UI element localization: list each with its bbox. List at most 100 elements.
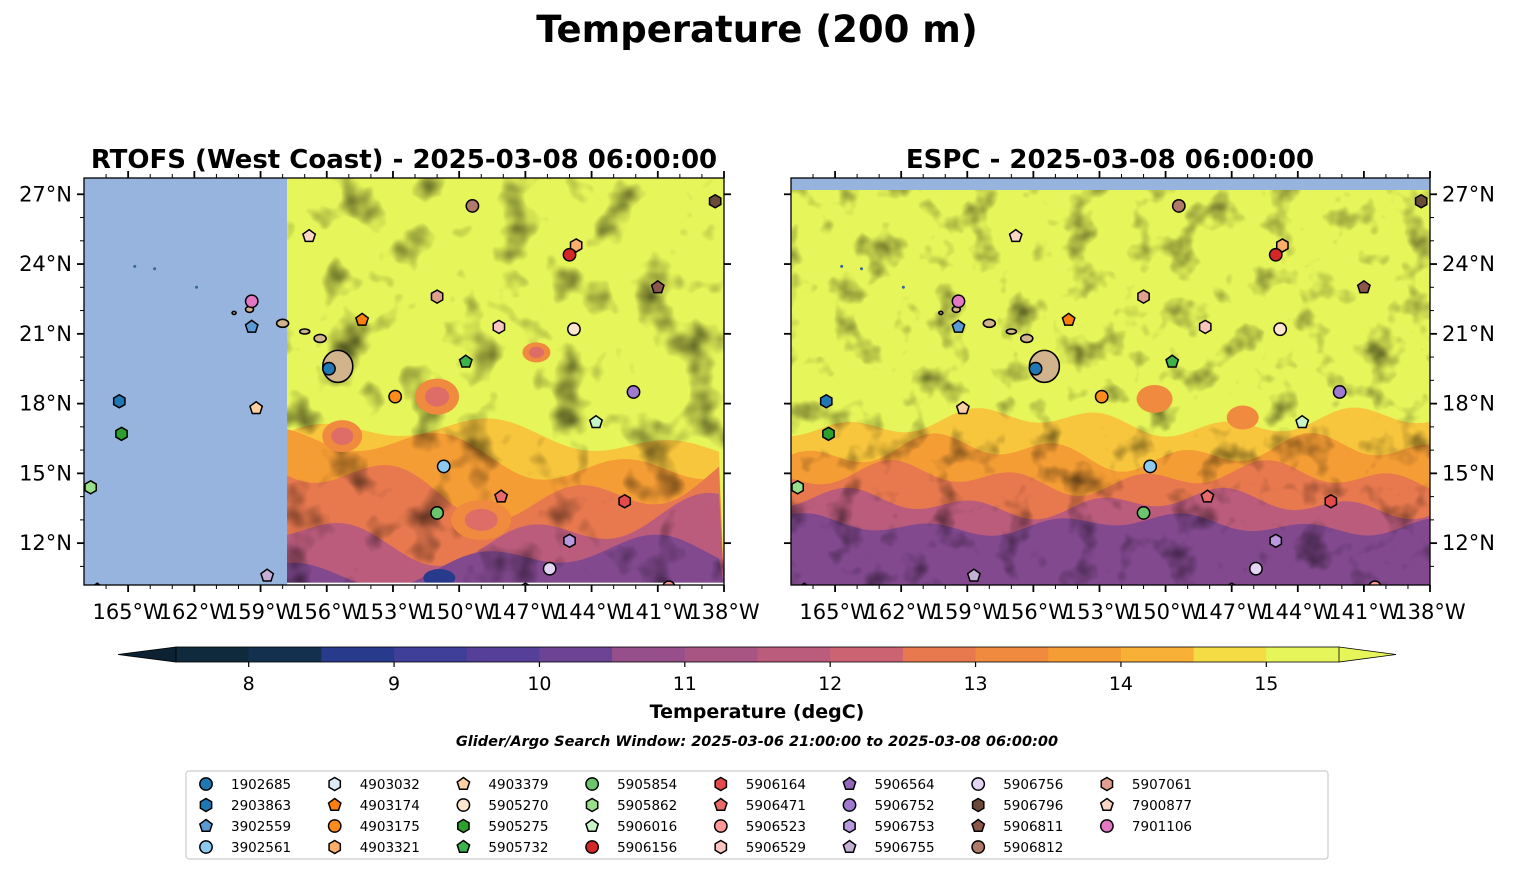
float-5905854-marker [430, 505, 445, 520]
maui-island [313, 333, 327, 344]
y-tick-label: 15°N [1442, 461, 1495, 485]
legend-marker-5906756 [971, 777, 986, 791]
legend-label: 3902559 [231, 819, 291, 835]
float-5906471-marker [1200, 489, 1215, 503]
x-tick-label: 153°W [357, 600, 429, 624]
legend-label: 4903175 [360, 819, 420, 835]
right-axes: 165°W162°W159°W156°W153°W150°W147°W144°W… [784, 171, 1495, 624]
colorbar-bin [1266, 647, 1340, 662]
legend-marker-5905275 [457, 818, 470, 834]
float-5906753-marker [1269, 533, 1283, 549]
colorbar-bin [466, 647, 541, 662]
float-4903321-marker [569, 238, 583, 253]
legend-label: 7900877 [1132, 798, 1192, 814]
float-5906523-marker [1368, 580, 1382, 585]
colorbar-bin [975, 647, 1049, 662]
float-5906016-marker [1295, 414, 1310, 429]
y-tick-label: 27°N [1442, 182, 1495, 206]
legend-label: 5906471 [746, 798, 806, 814]
float-2903863-marker [112, 393, 126, 409]
colorbar-bin [902, 647, 977, 662]
legend-label: 5906812 [1003, 840, 1063, 856]
islet-3 [195, 285, 199, 289]
legend-label: 5905270 [488, 798, 548, 814]
islet-1 [840, 264, 844, 268]
right-panel-title: ESPC - 2025-03-08 06:00:00 [906, 145, 1314, 175]
y-tick-label: 18°N [1442, 392, 1495, 416]
legend-marker-1902685 [199, 777, 213, 791]
molokai-island [298, 328, 311, 335]
colorbar-bin [830, 647, 904, 662]
legend-box [185, 770, 1329, 860]
x-tick-label: 162°W [865, 600, 937, 624]
legend-marker-3902559 [198, 818, 214, 833]
legend-label: 2903863 [231, 798, 291, 814]
oahu-island [275, 318, 290, 329]
legend-label: 1902685 [231, 777, 291, 793]
x-tick-label: 141°W [1328, 600, 1400, 624]
colorbar-tick-label: 9 [388, 673, 400, 695]
float-7901106-marker [244, 294, 259, 309]
islet-3 [901, 285, 905, 289]
float-4903321-marker [1275, 238, 1289, 253]
left-map-panel [84, 178, 724, 585]
legend-label: 5906756 [1003, 777, 1063, 793]
float-legend: 1902685 2903863 3902559 3902561 4903032 49031… [198, 776, 1192, 856]
legend-label: 5906564 [875, 777, 935, 793]
legend-marker-5905854 [585, 777, 600, 791]
legend-marker-5906564 [842, 776, 857, 791]
legend-marker-5906796 [971, 797, 985, 813]
float-3902559-marker [244, 319, 259, 333]
x-tick-label: 147°W [1196, 600, 1268, 624]
float-5906156-marker [562, 247, 577, 262]
x-tick-label: 150°W [423, 600, 495, 624]
float-3902561-marker [1143, 459, 1158, 474]
colorbar-frame [175, 646, 1340, 663]
legend-label: 5905275 [488, 819, 548, 835]
y-tick-label: 27°N [19, 182, 72, 206]
x-tick-label: 147°W [490, 600, 562, 624]
float-5905275-marker [822, 426, 835, 442]
legend-label: 5905862 [617, 798, 677, 814]
y-tick-label: 24°N [1442, 252, 1495, 276]
float-5906811-marker [650, 279, 665, 294]
legend-label: 5906156 [617, 840, 677, 856]
legend-label: 7901106 [1132, 819, 1192, 835]
float-5905732-marker [1165, 354, 1180, 368]
float-5907061-marker [1137, 289, 1150, 304]
y-tick-label: 15°N [19, 461, 72, 485]
x-tick-label: 138°W [688, 600, 760, 624]
legend-label: 4903379 [488, 777, 548, 793]
float-5906753-marker [563, 533, 576, 549]
float-4903379-marker [955, 400, 970, 415]
legend-marker-5905862 [585, 797, 599, 813]
float-5906016-marker [588, 414, 604, 429]
colorbar-label: Temperature (degC) [650, 701, 865, 723]
float-7900877-marker [302, 228, 317, 243]
x-tick-label: 162°W [159, 600, 231, 624]
colorbar-tick-label: 10 [527, 673, 551, 695]
legend-label: 4903321 [360, 840, 420, 856]
left-temperature-field [84, 178, 724, 585]
x-tick-label: 144°W [1262, 600, 1334, 624]
legend-marker-5906164 [714, 776, 728, 792]
colorbar-bin [321, 647, 395, 662]
colorbar-extend-low [117, 646, 177, 663]
float-3902561-marker [436, 459, 451, 474]
float-5906796-marker [1414, 193, 1428, 209]
float-5906156-marker [1268, 247, 1283, 262]
left-float-markers [84, 193, 722, 585]
colorbar-bin [757, 647, 831, 662]
legend-marker-5906812 [971, 840, 986, 854]
colorbar-tick-label: 11 [673, 673, 697, 695]
niihau-island [231, 310, 237, 316]
right-temperature-field [791, 178, 1430, 585]
float-5906523-marker [662, 580, 676, 585]
float-5906471-marker [494, 489, 509, 503]
float-5906752-marker [1332, 385, 1347, 399]
legend-label: 4903032 [360, 777, 420, 793]
colorbar-bin [394, 647, 468, 662]
legend-marker-7900877 [1099, 797, 1114, 812]
left-panel-title: RTOFS (West Coast) - 2025-03-08 06:00:00 [91, 145, 717, 175]
